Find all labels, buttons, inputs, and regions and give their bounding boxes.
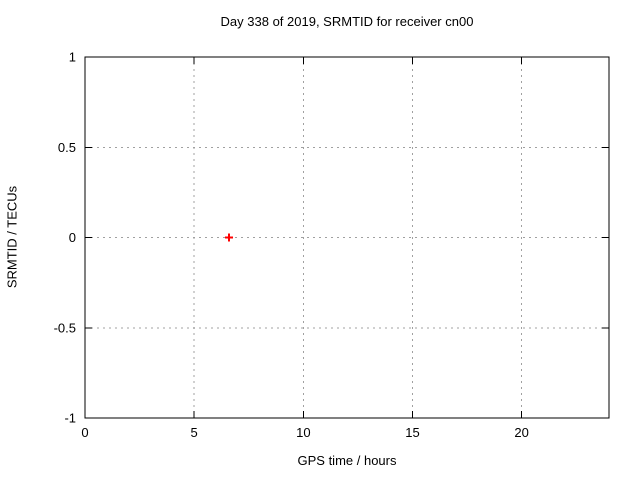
y-tick-label: -1 bbox=[64, 411, 76, 426]
x-axis-label: GPS time / hours bbox=[297, 453, 397, 468]
chart-title: Day 338 of 2019, SRMTID for receiver cn0… bbox=[220, 14, 474, 29]
y-tick-label: 0 bbox=[69, 230, 76, 245]
x-tick-label: 0 bbox=[81, 425, 88, 440]
y-tick-label: 1 bbox=[69, 50, 76, 65]
x-tick-label: 5 bbox=[191, 425, 198, 440]
y-tick-label: -0.5 bbox=[54, 320, 76, 335]
y-axis-label: SRMTID / TECUs bbox=[4, 185, 20, 289]
x-tick-label: 20 bbox=[514, 425, 528, 440]
y-tick-label: 0.5 bbox=[58, 140, 76, 155]
x-tick-label: 15 bbox=[405, 425, 419, 440]
x-tick-label: 10 bbox=[296, 425, 310, 440]
